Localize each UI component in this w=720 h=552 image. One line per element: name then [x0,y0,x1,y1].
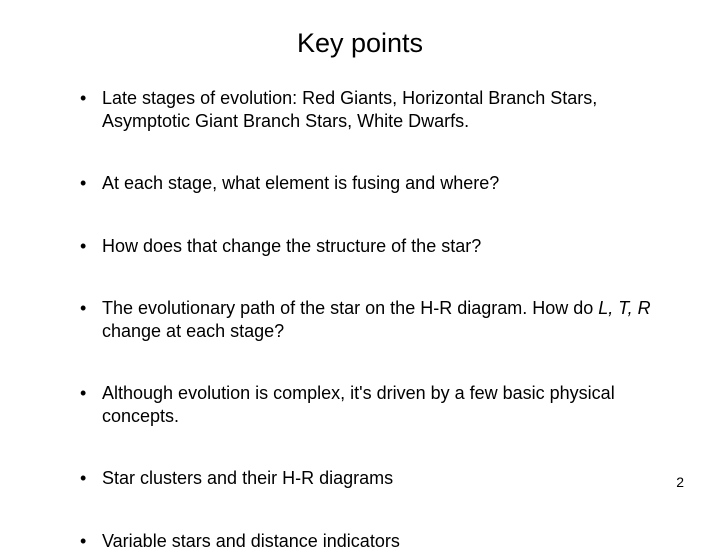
page-number: 2 [676,474,684,490]
bullet-item: The evolutionary path of the star on the… [80,297,670,342]
bullet-item: Although evolution is complex, it's driv… [80,382,670,427]
bullet-list: Late stages of evolution: Red Giants, Ho… [50,87,670,552]
italic-text: L, T, R [598,298,650,318]
bullet-item: At each stage, what element is fusing an… [80,172,670,195]
bullet-item: Variable stars and distance indicators [80,530,670,552]
bullet-item: Late stages of evolution: Red Giants, Ho… [80,87,670,132]
bullet-item: How does that change the structure of th… [80,235,670,258]
slide-container: Key points Late stages of evolution: Red… [0,0,720,540]
slide-title: Key points [50,28,670,59]
bullet-item: Star clusters and their H-R diagrams [80,467,670,490]
